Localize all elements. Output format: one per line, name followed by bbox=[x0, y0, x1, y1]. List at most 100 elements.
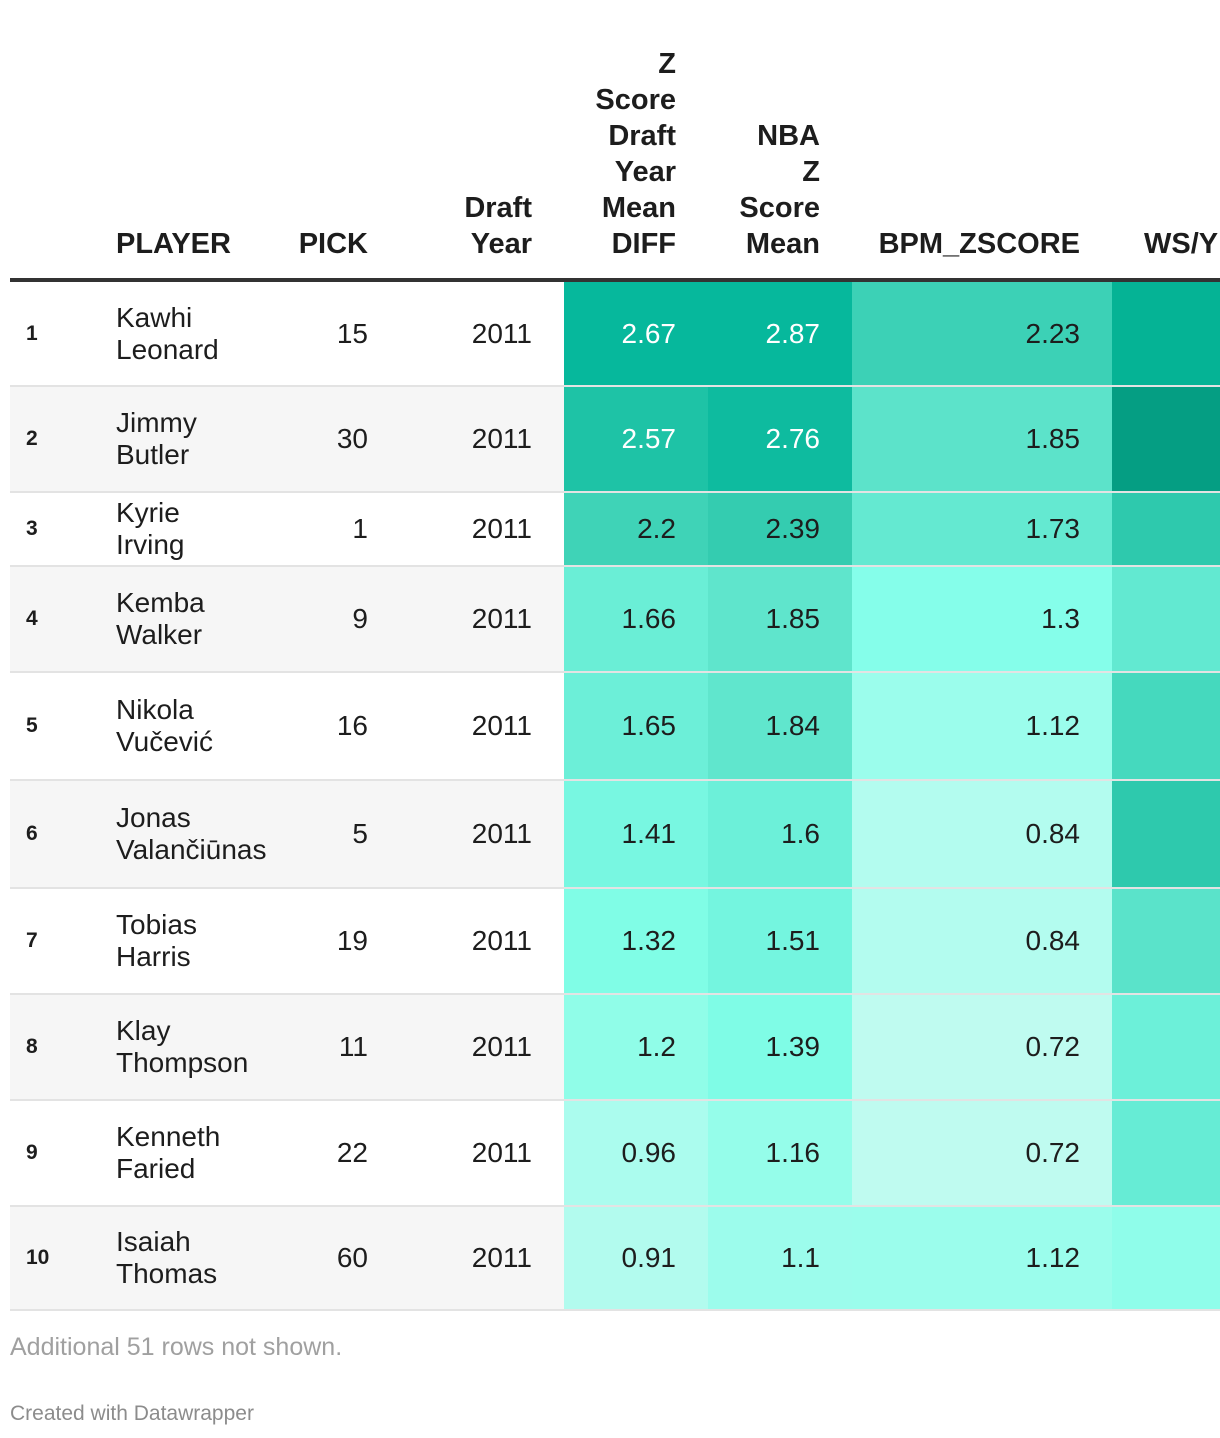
player-cell: Kawhi Leonard bbox=[116, 301, 219, 365]
draft-year-cell: 2011 bbox=[471, 925, 532, 956]
rank-cell: 4 bbox=[10, 566, 90, 672]
nba-zscore-cell: 2.39 bbox=[708, 492, 852, 566]
player-cell: Isaiah Thomas bbox=[90, 1206, 280, 1310]
table-body: 1 Kawhi Leonard 15 2011 2.67 2.87 2.23 2 Jimmy B… bbox=[10, 280, 1220, 1310]
pick-cell: 30 bbox=[280, 386, 400, 492]
header-pick[interactable]: PICK bbox=[298, 228, 368, 260]
player-cell: Kemba Walker bbox=[90, 566, 280, 672]
bpm-zscore-cell: 2.23 bbox=[852, 280, 1112, 386]
nba-zscore-cell: 1.84 bbox=[708, 672, 852, 780]
rows-hidden-note: Additional 51 rows not shown. bbox=[10, 1333, 343, 1361]
rank-cell: 10 bbox=[10, 1206, 90, 1310]
player-cell: Tobias Harris bbox=[116, 909, 197, 972]
header-nba-zscore[interactable]: NBA Z Score Mean bbox=[739, 120, 820, 260]
table-row[interactable]: 5 Nikola Vučević 16 2011 1.65 1.84 1.12 bbox=[10, 672, 1220, 780]
zscore-diff-cell: 2.57 bbox=[564, 386, 708, 492]
table-row[interactable]: 7 Tobias Harris 19 2011 1.32 1.51 0.84 bbox=[10, 888, 1220, 994]
pick-cell: 11 bbox=[280, 994, 400, 1100]
nba-zscore-cell: 1.39 bbox=[708, 994, 852, 1100]
header-zscore-diff[interactable]: Z Score Draft Year Mean DIFF bbox=[595, 48, 676, 260]
table-row[interactable]: 8 Klay Thompson 11 2011 1.2 1.39 0.72 bbox=[10, 994, 1220, 1100]
draft-year-cell: 2011 bbox=[471, 710, 532, 741]
ws-cell bbox=[1112, 672, 1220, 780]
nba-zscore-cell: 1.85 bbox=[708, 566, 852, 672]
ws-cell bbox=[1112, 1100, 1220, 1206]
bpm-zscore-cell: 1.73 bbox=[852, 492, 1112, 566]
rank-cell: 7 bbox=[26, 929, 38, 952]
bpm-zscore-cell: 1.12 bbox=[852, 672, 1112, 780]
zscore-diff-cell: 0.91 bbox=[564, 1206, 708, 1310]
nba-zscore-cell: 1.51 bbox=[708, 888, 852, 994]
table-row[interactable]: 4 Kemba Walker 9 2011 1.66 1.85 1.3 bbox=[10, 566, 1220, 672]
pick-cell: 1 bbox=[352, 513, 368, 544]
bpm-zscore-cell: 0.84 bbox=[852, 888, 1112, 994]
header-rank[interactable] bbox=[10, 0, 90, 280]
draft-year-cell: 2011 bbox=[471, 513, 532, 544]
table-row[interactable]: 3 Kyrie Irving 1 2011 2.2 2.39 1.73 bbox=[10, 492, 1220, 566]
ws-cell bbox=[1112, 780, 1220, 888]
zscore-diff-cell: 1.2 bbox=[564, 994, 708, 1100]
header-draft-year[interactable]: Draft Year bbox=[464, 192, 532, 260]
rank-cell: 8 bbox=[10, 994, 90, 1100]
table-container: PLAYER PICK Draft Year Z Score Draft Yea… bbox=[10, 0, 1220, 1438]
ws-cell bbox=[1112, 888, 1220, 994]
draft-year-cell: 2011 bbox=[400, 1206, 564, 1310]
rank-cell: 3 bbox=[26, 517, 38, 540]
ws-cell bbox=[1112, 994, 1220, 1100]
pick-cell: 22 bbox=[336, 1137, 368, 1168]
bpm-zscore-cell: 0.72 bbox=[852, 994, 1112, 1100]
pick-cell: 60 bbox=[280, 1206, 400, 1310]
draft-year-cell: 2011 bbox=[471, 317, 532, 349]
table-row[interactable]: 6 Jonas Valančiūnas 5 2011 1.41 1.6 0.84 bbox=[10, 780, 1220, 888]
player-cell: Jimmy Butler bbox=[90, 386, 280, 492]
table-row[interactable]: 2 Jimmy Butler 30 2011 2.57 2.76 1.85 bbox=[10, 386, 1220, 492]
draft-year-cell: 2011 bbox=[471, 1137, 532, 1168]
header-bpm-zscore[interactable]: BPM_ZSCORE bbox=[878, 228, 1080, 260]
zscore-diff-cell: 1.66 bbox=[564, 566, 708, 672]
bpm-zscore-cell: 1.85 bbox=[852, 386, 1112, 492]
table-row[interactable]: 9 Kenneth Faried 22 2011 0.96 1.16 0.72 bbox=[10, 1100, 1220, 1206]
table-row[interactable]: 1 Kawhi Leonard 15 2011 2.67 2.87 2.23 bbox=[10, 280, 1220, 386]
nba-zscore-cell: 2.76 bbox=[708, 386, 852, 492]
rank-cell: 6 bbox=[10, 780, 90, 888]
player-cell: Nikola Vučević bbox=[116, 694, 214, 757]
ws-cell bbox=[1112, 280, 1220, 386]
player-cell: Jonas Valančiūnas bbox=[90, 780, 280, 888]
ws-cell bbox=[1112, 566, 1220, 672]
zscore-diff-cell: 2.2 bbox=[564, 492, 708, 566]
rank-cell: 5 bbox=[26, 714, 38, 737]
header-row: PLAYER PICK Draft Year Z Score Draft Yea… bbox=[10, 0, 1220, 280]
rank-cell: 2 bbox=[10, 386, 90, 492]
pick-cell: 16 bbox=[336, 710, 368, 741]
pick-cell: 9 bbox=[280, 566, 400, 672]
bpm-zscore-cell: 1.3 bbox=[852, 566, 1112, 672]
table-row[interactable]: 10 Isaiah Thomas 60 2011 0.91 1.1 1.12 bbox=[10, 1206, 1220, 1310]
zscore-diff-cell: 0.96 bbox=[564, 1100, 708, 1206]
player-cell: Kenneth Faried bbox=[116, 1121, 221, 1184]
zscore-diff-cell: 1.65 bbox=[564, 672, 708, 780]
pick-cell: 19 bbox=[336, 925, 368, 956]
nba-zscore-cell: 1.16 bbox=[708, 1100, 852, 1206]
header-ws[interactable]: WS/Y bbox=[1144, 228, 1219, 260]
draft-year-cell: 2011 bbox=[400, 386, 564, 492]
datawrapper-credit[interactable]: Created with Datawrapper bbox=[10, 1402, 254, 1425]
nba-zscore-cell: 1.6 bbox=[708, 780, 852, 888]
zscore-diff-cell: 2.67 bbox=[564, 280, 708, 386]
pick-cell: 15 bbox=[336, 317, 368, 349]
zscore-diff-cell: 1.32 bbox=[564, 888, 708, 994]
pick-cell: 5 bbox=[280, 780, 400, 888]
header-player[interactable]: PLAYER bbox=[116, 228, 231, 260]
ws-cell bbox=[1112, 492, 1220, 566]
nba-zscore-cell: 2.87 bbox=[708, 280, 852, 386]
rank-cell: 1 bbox=[26, 321, 38, 345]
draft-year-cell: 2011 bbox=[400, 994, 564, 1100]
player-cell: Kyrie Irving bbox=[116, 497, 185, 560]
bpm-zscore-cell: 1.12 bbox=[852, 1206, 1112, 1310]
ws-cell bbox=[1112, 386, 1220, 492]
draft-year-cell: 2011 bbox=[400, 566, 564, 672]
nba-zscore-cell: 1.1 bbox=[708, 1206, 852, 1310]
bpm-zscore-cell: 0.72 bbox=[852, 1100, 1112, 1206]
player-cell: Klay Thompson bbox=[90, 994, 280, 1100]
bpm-zscore-cell: 0.84 bbox=[852, 780, 1112, 888]
zscore-diff-cell: 1.41 bbox=[564, 780, 708, 888]
